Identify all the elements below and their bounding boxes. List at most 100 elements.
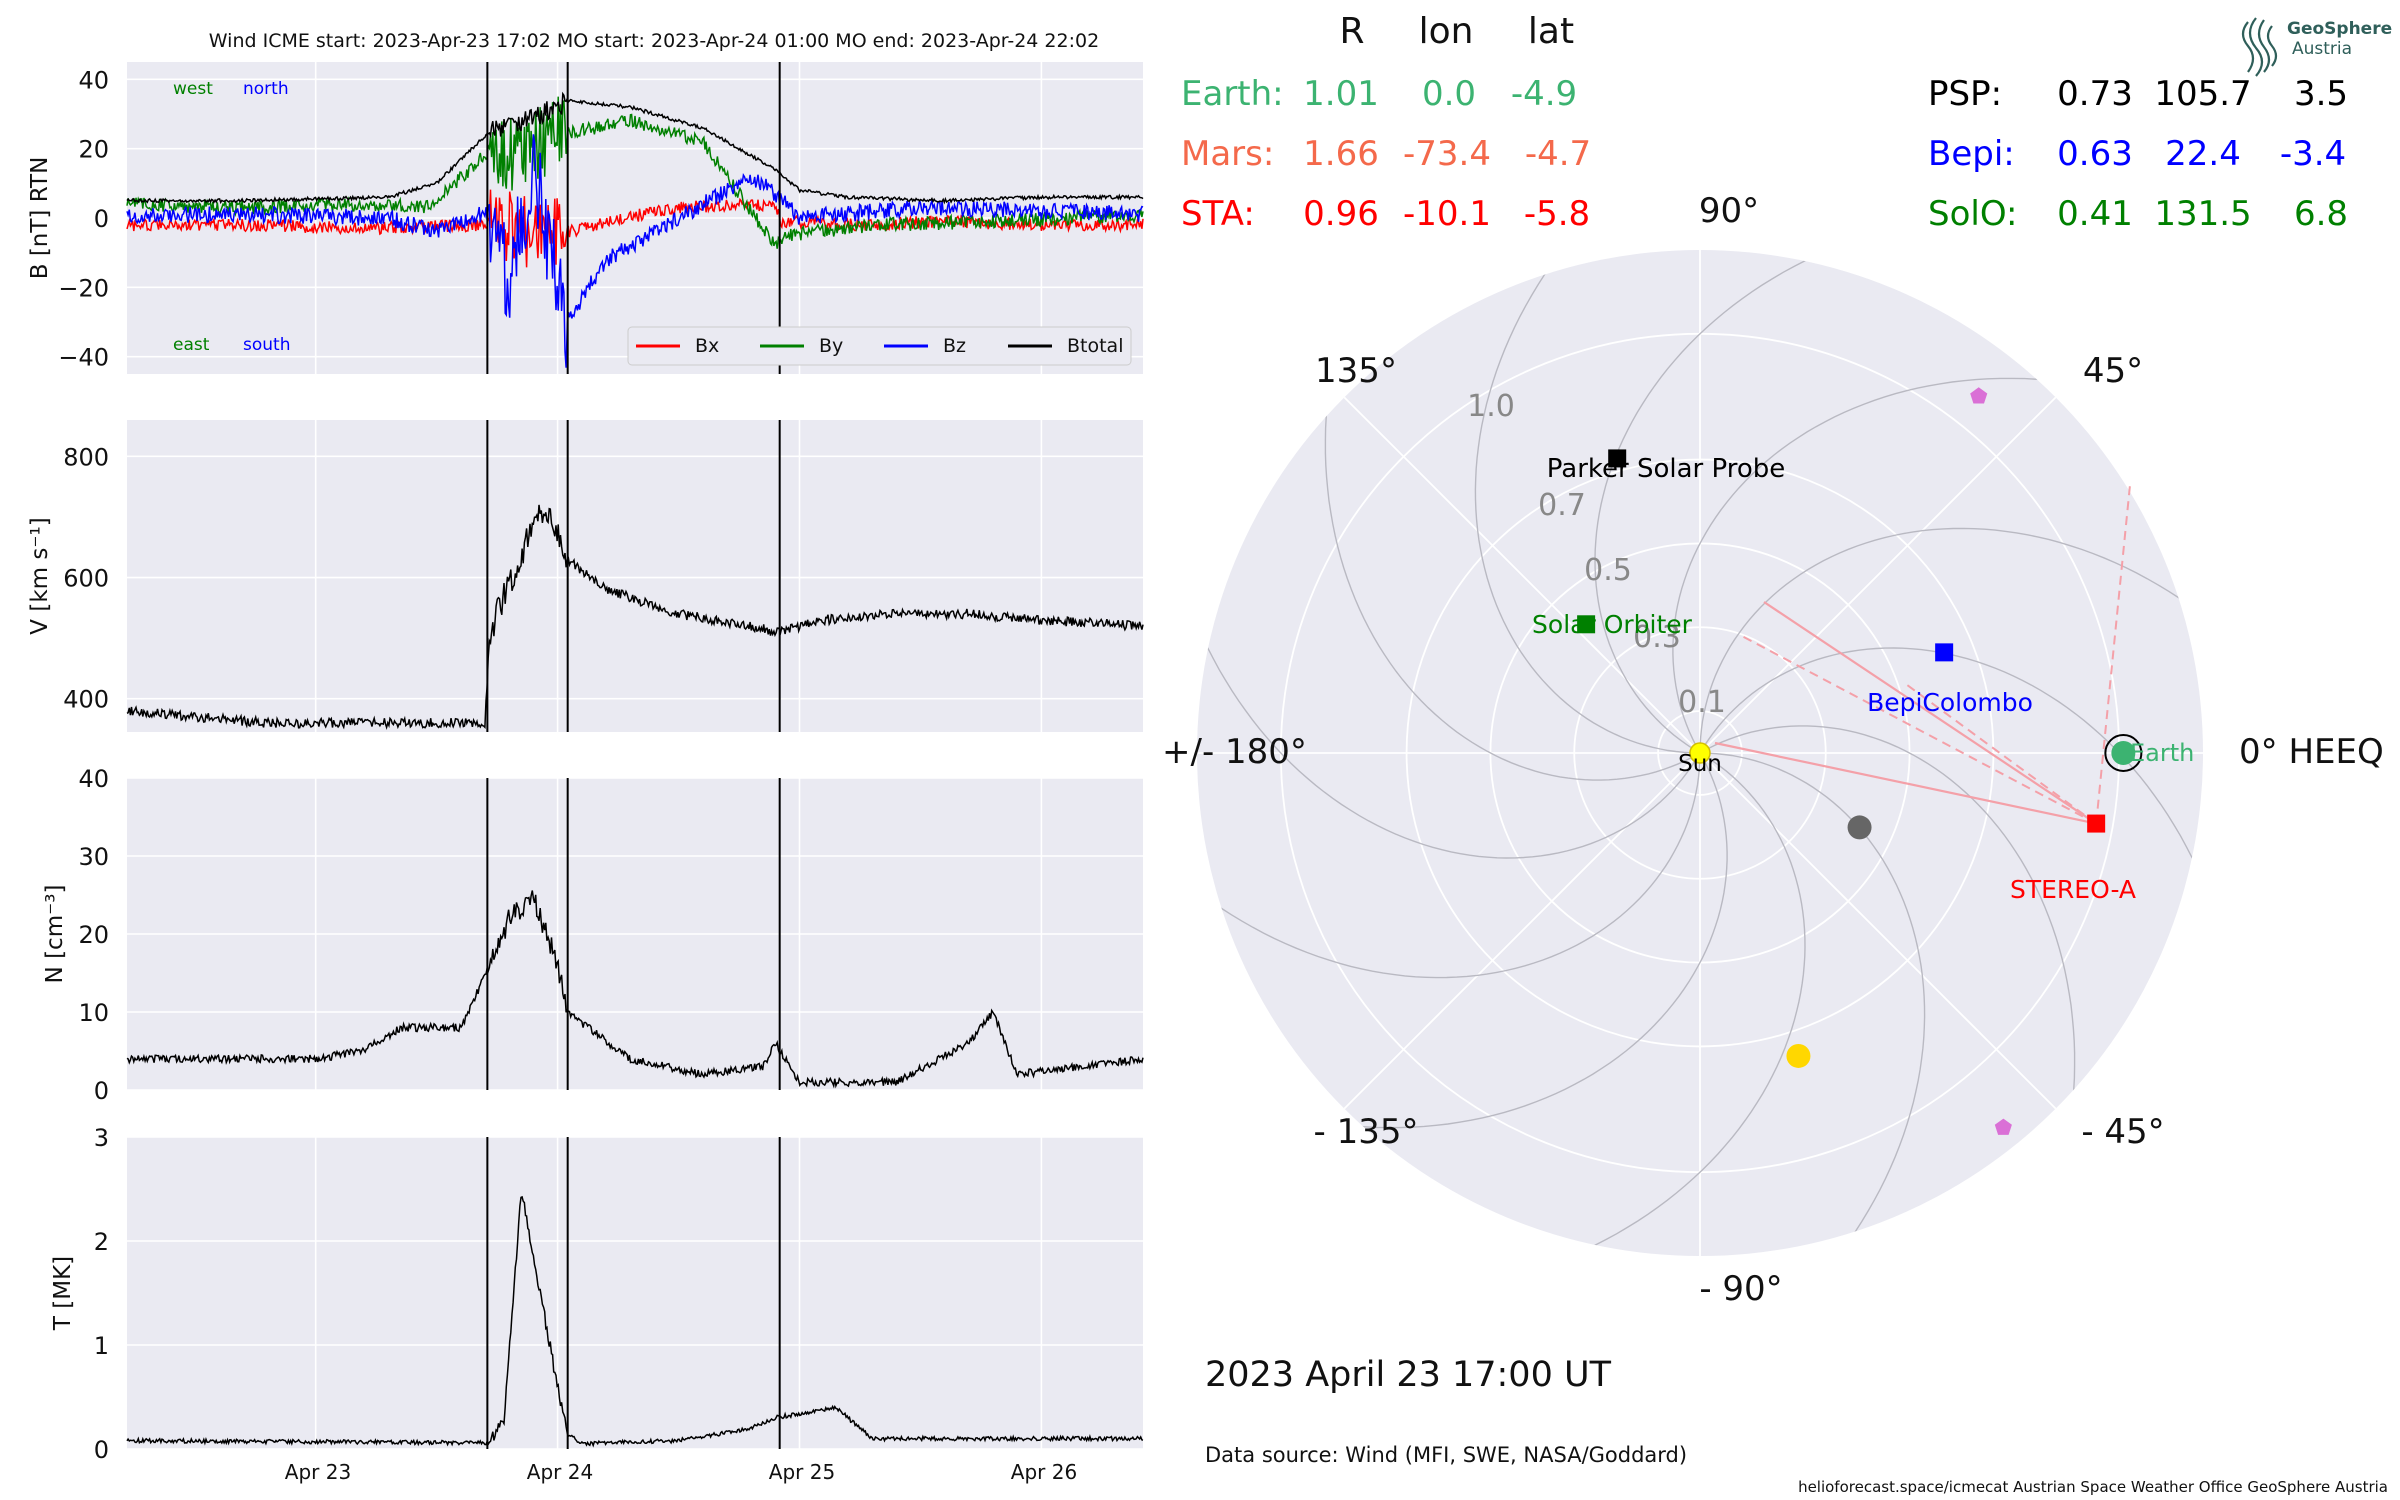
spiral-line <box>1594 250 2031 750</box>
hi-fov-line-dashed <box>2095 484 2131 824</box>
credits: helioforecast.space/icmecat Austrian Spa… <box>1798 1478 2388 1496</box>
radial-tick-label: 0.3 <box>1633 620 1681 655</box>
ylabel-N: N [cm⁻³] <box>42 885 68 984</box>
row-lat: -5.8 <box>1524 194 1590 234</box>
data-source: Data source: Wind (MFI, SWE, NASA/Goddar… <box>1205 1443 1687 1467</box>
row-r: 0.41 <box>2057 194 2133 234</box>
header-lat: lat <box>1528 11 1574 52</box>
radial-tick-label: 0.5 <box>1584 553 1632 588</box>
panel-magnetic-field: 40 20 0 −20 −40 B [nT] RTN west north east s… <box>27 62 1144 374</box>
legend-label-by: By <box>819 335 843 357</box>
legend-label-btotal: Btotal <box>1067 335 1123 357</box>
radial-tick-label: 0.1 <box>1678 685 1726 720</box>
ylabel-T: T [MK] <box>50 1256 76 1331</box>
series-line-v <box>126 504 1144 731</box>
row-lat: -3.4 <box>2280 134 2346 174</box>
panel-density: 40 30 20 10 0 N [cm⁻³] <box>42 765 1144 1105</box>
angle-label-90: 90° <box>1699 191 1759 231</box>
legend-label-bz: Bz <box>943 335 966 357</box>
parker-solar-probe-marker <box>1608 449 1627 468</box>
y-tick-label: 0 <box>94 1436 109 1464</box>
row-name: PSP: <box>1928 74 2002 114</box>
angle-label-180: +/- 180° <box>1162 732 1307 772</box>
row-lon: 0.0 <box>1422 74 1476 114</box>
row-name: SolO: <box>1928 194 2017 234</box>
angular-grid-line <box>1699 396 2057 754</box>
hi-fov-line <box>1714 741 2097 825</box>
angle-label-0: 0° HEEQ <box>2239 732 2384 772</box>
parker-solar-probe-label: Parker Solar Probe <box>1547 454 1785 484</box>
x-tick-label: Apr 26 <box>1011 1460 1077 1484</box>
row-r: 1.66 <box>1303 134 1379 174</box>
row-lat: -4.7 <box>1525 134 1591 174</box>
y-tick-label: 40 <box>78 66 109 94</box>
solar-orbiter-label: Solar Orbiter <box>1532 610 1693 639</box>
ylabel-B: B [nT] RTN <box>27 157 53 280</box>
spiral-line <box>1699 527 2203 767</box>
y-tick-label: −20 <box>58 274 109 302</box>
spiral-line <box>1703 647 2203 1084</box>
y-tick-label: 30 <box>78 843 109 871</box>
body-marker-pentagon <box>1994 1118 2012 1135</box>
row-lon: 22.4 <box>2165 134 2241 174</box>
annotation-south: south <box>243 335 290 355</box>
angle-label-45: 45° <box>2083 351 2143 391</box>
bepicolombo-label: BepiColombo <box>1867 688 2033 717</box>
annotation-north: north <box>243 79 289 99</box>
spiral-line <box>1197 739 1701 979</box>
body-marker-pentagon <box>1970 387 1988 404</box>
logo-line2: Austria <box>2292 39 2352 59</box>
row-lat: 6.8 <box>2294 194 2348 234</box>
row-bepi: Bepi: 0.63 22.4 -3.4 <box>1928 134 2346 174</box>
row-earth: Earth: 1.01 0.0 -4.9 <box>1181 74 1577 114</box>
x-tick-labels: Apr 23 Apr 24 Apr 25 Apr 26 <box>285 1460 1077 1484</box>
radial-tick-label: 0.7 <box>1538 488 1586 523</box>
ylabel-V: V [km s⁻¹] <box>27 517 53 634</box>
row-lon: 131.5 <box>2154 194 2251 234</box>
polar-position-plot: 90° 45° 0° HEEQ - 45° - 90° - 135° +/- 180° 135… <box>1162 191 2384 1309</box>
sun-marker <box>1689 742 1711 764</box>
hi-fov-line <box>1763 601 2097 825</box>
angle-label-minus-45: - 45° <box>2081 1112 2164 1152</box>
y-tick-label: 400 <box>63 686 109 714</box>
series-line-t <box>126 1195 1144 1448</box>
y-tick-label: 2 <box>94 1228 109 1256</box>
stereo-a-label: STEREO-A <box>2010 875 2136 904</box>
row-lat: -4.9 <box>1511 74 1577 114</box>
body-marker-circle <box>1786 1043 1811 1068</box>
row-sta: STA: 0.96 -10.1 -5.8 <box>1181 194 1590 234</box>
row-solo: SolO: 0.41 131.5 6.8 <box>1928 194 2348 234</box>
y-tick-label: 0 <box>94 1077 109 1105</box>
y-tick-label: 10 <box>78 999 109 1027</box>
series-line-by <box>126 96 1144 249</box>
solar-orbiter-marker <box>1577 615 1596 634</box>
earth-marker <box>2111 741 2136 765</box>
row-name: STA: <box>1181 194 1255 234</box>
series-line-n <box>126 890 1144 1089</box>
row-r: 0.63 <box>2057 134 2133 174</box>
earth-ring <box>2104 734 2143 772</box>
y-tick-label: 20 <box>78 136 109 164</box>
series-line-btotal <box>126 91 1144 205</box>
panel-bg <box>127 1137 1143 1449</box>
header-lon: lon <box>1419 11 1474 52</box>
angle-label-135: 135° <box>1315 351 1397 391</box>
legend: Bx By Bz Btotal <box>627 326 1132 366</box>
position-table: R lon lat Earth: 1.01 0.0 -4.9 Mars: 1.6… <box>1181 11 2348 234</box>
y-tick-label: 600 <box>63 565 109 593</box>
row-r: 1.01 <box>1303 74 1379 114</box>
angle-label-minus-135: - 135° <box>1314 1112 1419 1152</box>
body-marker-circle <box>1847 815 1872 840</box>
x-tick-label: Apr 23 <box>285 1460 351 1484</box>
row-lon: -73.4 <box>1403 134 1491 174</box>
spiral-line <box>1369 756 1806 1256</box>
logo-swirl-icon <box>2241 17 2278 77</box>
y-tick-label: −40 <box>58 344 109 372</box>
y-tick-label: 800 <box>63 443 109 471</box>
panel-velocity: 800 600 400 V [km s⁻¹] <box>27 420 1144 732</box>
angle-label-minus-90: - 90° <box>1699 1269 1782 1309</box>
hi-fov-line-dashed <box>1739 634 2097 825</box>
row-lat: 3.5 <box>2294 74 2348 114</box>
row-r: 0.73 <box>2057 74 2133 114</box>
header-R: R <box>1339 11 1364 52</box>
